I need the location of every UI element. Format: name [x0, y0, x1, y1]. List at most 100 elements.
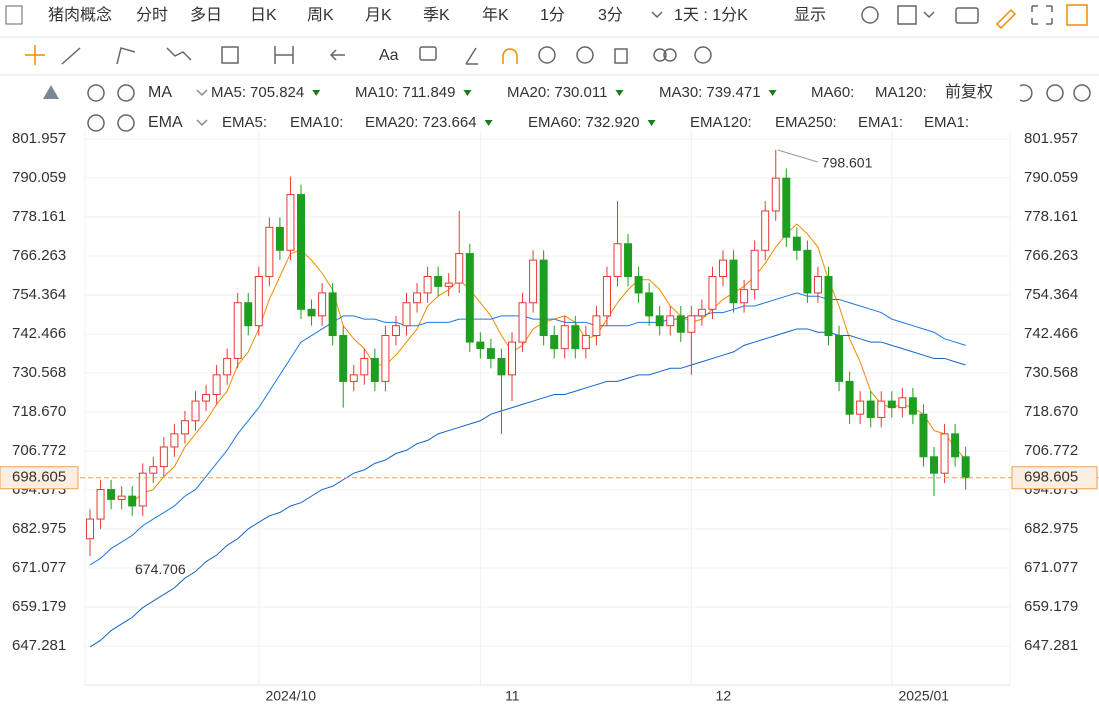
indicator-arrow[interactable]	[312, 90, 321, 96]
indicator-arrow[interactable]	[484, 120, 493, 126]
y-tick-label-right: 801.957	[1024, 130, 1078, 147]
indicator-name[interactable]: EMA	[148, 114, 183, 131]
delete-tool[interactable]	[614, 48, 628, 64]
panel-icon[interactable]	[1066, 4, 1088, 26]
candle-body	[318, 292, 327, 317]
indicator-close[interactable]	[117, 84, 135, 102]
hide-tool[interactable]	[576, 46, 594, 64]
compare-icon[interactable]	[653, 48, 667, 62]
candle-body	[497, 357, 506, 376]
indicator-arrow[interactable]	[615, 90, 624, 96]
candle-body	[128, 495, 137, 507]
indicator-label: EMA60:	[528, 114, 581, 131]
indicator-label: EMA250:	[775, 114, 837, 131]
candle-body	[729, 259, 738, 304]
line-tool[interactable]	[61, 47, 81, 65]
checkbox-icon[interactable]	[897, 5, 917, 25]
candle-body	[592, 315, 601, 337]
indicator-arrow[interactable]	[647, 120, 656, 126]
period-tab[interactable]: 分时	[136, 6, 168, 24]
period-tab[interactable]: 猪肉概念	[48, 5, 112, 24]
period-tab[interactable]: 多日	[190, 6, 222, 24]
indicator-label: MA30:	[659, 84, 702, 101]
dropdown-icon[interactable]	[923, 11, 935, 19]
x-tick-label: 2025/01	[898, 688, 949, 704]
candle-body	[202, 394, 211, 402]
y-tick-label-right: 659.179	[1024, 598, 1078, 615]
candle-body	[719, 259, 727, 278]
move-tool[interactable]	[25, 45, 45, 65]
indicator-close[interactable]	[117, 114, 135, 132]
indicator-value: 705.824	[250, 84, 304, 101]
candle-body	[328, 292, 337, 337]
y-tick-label-right: 671.077	[1024, 559, 1078, 576]
measure-tool[interactable]	[274, 46, 294, 64]
y-tick-label: 718.670	[12, 403, 66, 420]
period-tab[interactable]: 季K	[423, 6, 450, 24]
arrow-tool[interactable]	[329, 49, 345, 61]
candle-body	[539, 259, 548, 337]
candle-body	[655, 315, 664, 327]
y-tick-label: 754.364	[12, 286, 66, 303]
settings-icon[interactable]	[861, 6, 879, 24]
candle-body	[455, 253, 464, 284]
adjust-mode[interactable]: 前复权	[945, 83, 993, 101]
last-price-box-right	[1011, 466, 1098, 490]
indicator-dropdown[interactable]	[196, 89, 208, 97]
fib-tool[interactable]	[221, 46, 239, 64]
candle-body	[170, 433, 179, 448]
compare-icon[interactable]	[663, 48, 677, 62]
indicator-label: MA20:	[507, 84, 550, 101]
zoom-in-icon[interactable]	[1073, 84, 1091, 102]
angle-tool[interactable]	[465, 47, 478, 65]
indicator-arrow[interactable]	[463, 90, 472, 96]
period-tab[interactable]: 日K	[250, 7, 277, 24]
period-tab[interactable]: 月K	[365, 7, 392, 24]
y-tick-label: 671.077	[12, 559, 66, 576]
sidebar-toggle[interactable]	[5, 5, 23, 25]
indicator-arrow[interactable]	[768, 90, 777, 96]
fullscreen-icon[interactable]	[1031, 5, 1053, 25]
settings-icon[interactable]	[694, 46, 712, 64]
camera-icon[interactable]	[955, 7, 979, 24]
draw-icon[interactable]	[995, 8, 1017, 30]
max-annotation: 798.601	[822, 155, 873, 171]
period-tab[interactable]: 1天 : 1分K	[674, 6, 748, 24]
y-tick-label-right: 647.281	[1024, 637, 1078, 654]
collapse-icon[interactable]	[43, 85, 59, 99]
candle-body	[265, 226, 274, 278]
indicator-settings[interactable]	[87, 84, 105, 102]
indicator-label: MA120:	[875, 84, 927, 101]
period-tab[interactable]: 显示	[794, 7, 826, 24]
candle-body	[908, 397, 917, 415]
polyline-tool[interactable]	[116, 47, 136, 65]
indicator-settings[interactable]	[87, 114, 105, 132]
candle-body	[571, 325, 580, 350]
y-tick-label: 778.161	[12, 208, 66, 225]
x-tick-label: 2024/10	[265, 688, 316, 704]
y-tick-label-right: 778.161	[1024, 208, 1078, 225]
sync-tool[interactable]	[538, 46, 556, 64]
period-tab[interactable]: 1分	[540, 6, 565, 24]
magnet-tool[interactable]	[502, 48, 518, 64]
indicator-name[interactable]: MA	[148, 84, 172, 101]
indicator-line	[89, 328, 966, 648]
candle-body	[887, 400, 896, 409]
undo-icon[interactable]	[1019, 84, 1033, 102]
note-tool[interactable]	[419, 46, 437, 61]
period-tab[interactable]: 年K	[482, 6, 509, 24]
period-tab[interactable]: 3分	[598, 6, 623, 24]
candle-body	[391, 325, 400, 337]
more-periods[interactable]	[651, 11, 663, 19]
indicator-line	[131, 223, 967, 504]
text-tool[interactable]: Aa	[379, 47, 399, 64]
candle-body	[845, 380, 854, 415]
candle-body	[434, 276, 443, 287]
candle-body	[297, 194, 305, 310]
candle-body	[159, 446, 168, 468]
zoom-out-icon[interactable]	[1046, 84, 1064, 102]
wave-tool[interactable]	[166, 47, 192, 61]
indicator-dropdown[interactable]	[196, 119, 208, 127]
period-tab[interactable]: 周K	[307, 7, 334, 24]
candle-body	[708, 276, 717, 310]
